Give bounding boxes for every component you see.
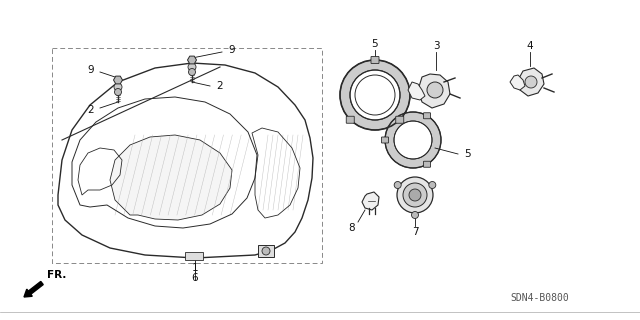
FancyBboxPatch shape (424, 161, 431, 167)
Circle shape (409, 189, 421, 201)
Text: 5: 5 (464, 149, 470, 159)
FancyBboxPatch shape (371, 57, 379, 63)
FancyBboxPatch shape (424, 113, 431, 119)
Polygon shape (362, 192, 379, 210)
Circle shape (397, 177, 433, 213)
Circle shape (115, 89, 122, 95)
Text: 1: 1 (192, 263, 198, 273)
Polygon shape (188, 56, 196, 64)
Polygon shape (110, 135, 232, 220)
Text: 9: 9 (228, 45, 235, 55)
Circle shape (525, 76, 537, 88)
FancyBboxPatch shape (185, 252, 203, 260)
Polygon shape (510, 75, 525, 90)
Circle shape (394, 181, 401, 188)
Circle shape (429, 181, 436, 188)
Text: 5: 5 (372, 39, 378, 49)
Text: 4: 4 (527, 41, 533, 51)
Text: 2: 2 (88, 105, 94, 115)
Text: 6: 6 (192, 273, 198, 283)
Wedge shape (340, 60, 410, 130)
Polygon shape (518, 68, 544, 96)
FancyArrow shape (24, 281, 44, 297)
Circle shape (114, 83, 122, 91)
Polygon shape (408, 82, 425, 100)
Circle shape (262, 247, 270, 255)
Circle shape (403, 183, 427, 207)
Circle shape (412, 212, 419, 219)
Text: 9: 9 (88, 65, 94, 75)
Circle shape (427, 82, 443, 98)
Circle shape (189, 68, 195, 76)
Text: 7: 7 (412, 227, 419, 237)
Polygon shape (418, 74, 450, 108)
FancyBboxPatch shape (396, 116, 404, 123)
Wedge shape (385, 112, 441, 168)
Text: 8: 8 (348, 223, 355, 233)
Text: SDN4-B0800: SDN4-B0800 (511, 293, 570, 303)
Polygon shape (113, 76, 122, 84)
Text: 3: 3 (433, 41, 439, 51)
Text: 2: 2 (216, 81, 223, 91)
FancyBboxPatch shape (346, 116, 355, 123)
Text: FR.: FR. (47, 270, 67, 280)
FancyBboxPatch shape (258, 245, 274, 257)
Circle shape (188, 63, 196, 71)
FancyBboxPatch shape (381, 137, 388, 143)
